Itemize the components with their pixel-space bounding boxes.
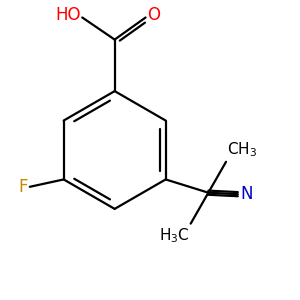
Text: F: F	[18, 178, 28, 196]
Text: N: N	[241, 185, 253, 203]
Text: CH$_3$: CH$_3$	[227, 140, 258, 159]
Text: O: O	[147, 6, 160, 24]
Text: HO: HO	[55, 6, 81, 24]
Text: H$_3$C: H$_3$C	[158, 226, 189, 245]
